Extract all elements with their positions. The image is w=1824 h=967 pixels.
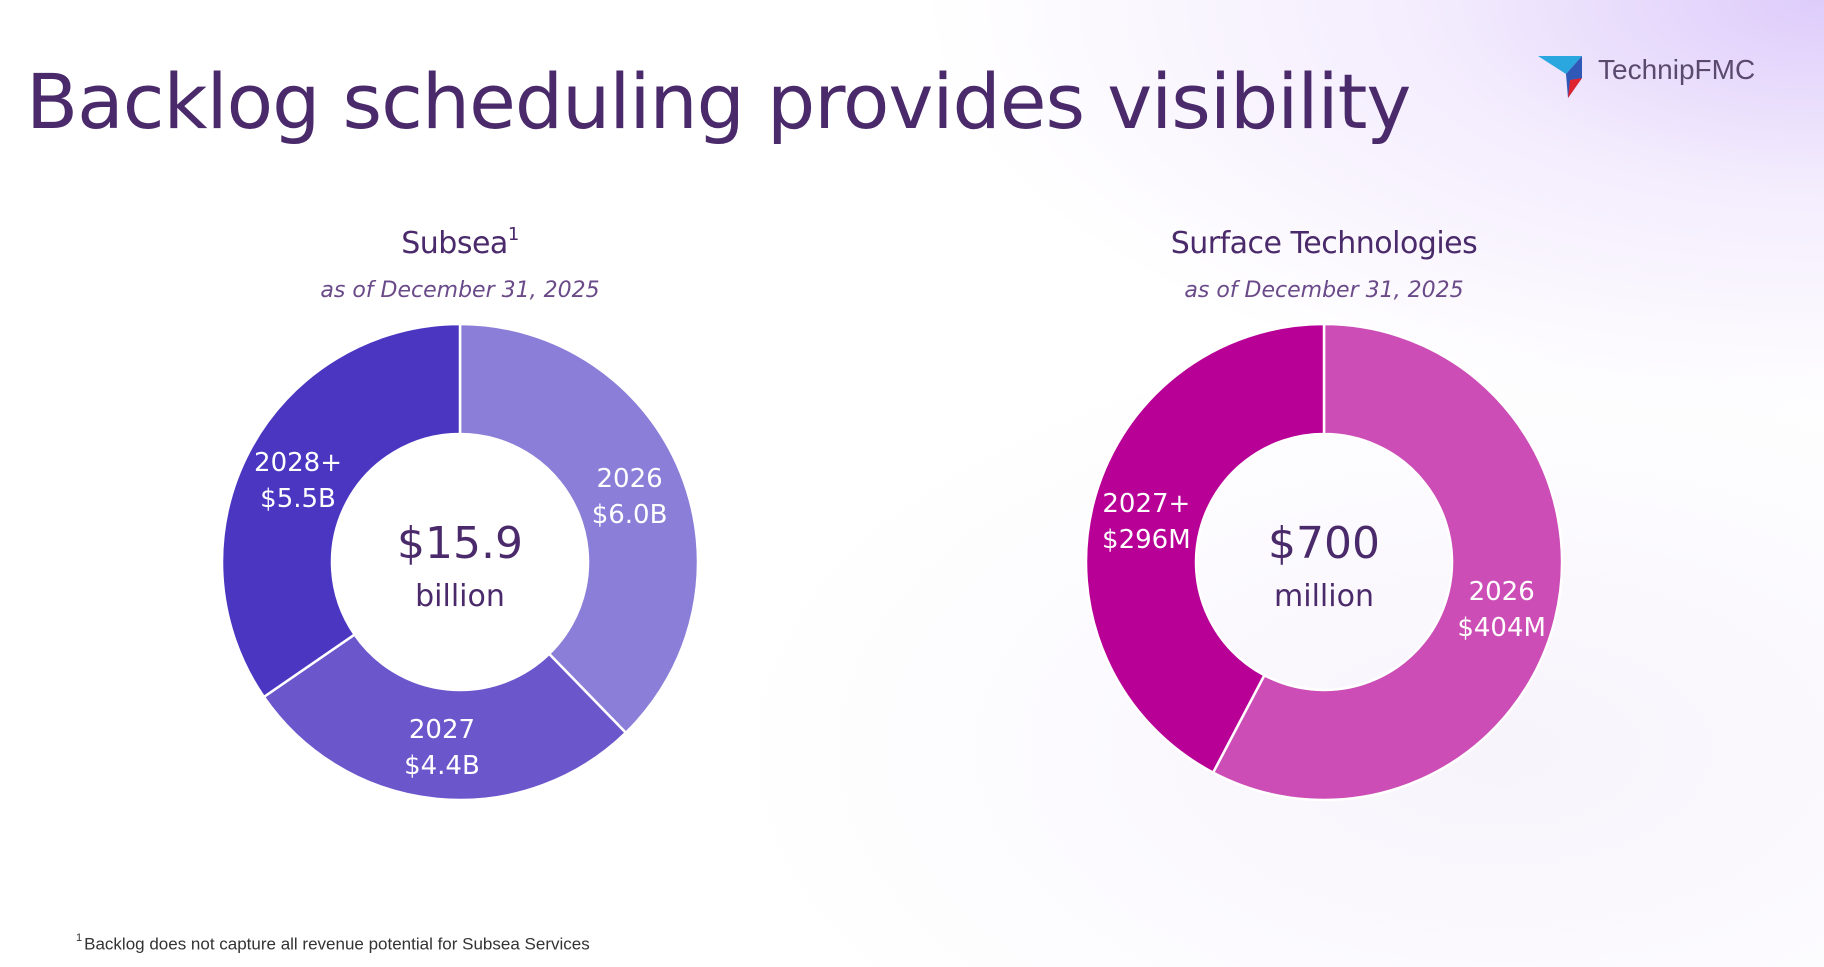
subsea-chart: Subsea1 as of December 31, 2025 2026 $6.0… — [200, 224, 720, 826]
subsea-slice-value-label: $5.5B — [260, 484, 336, 514]
subsea-slice-category-label: 2028+ — [254, 448, 342, 478]
surface-donut: 2026 $404M 2027+ $296M $700 million — [1064, 322, 1584, 822]
subsea-slice-category-label: 2027 — [409, 715, 475, 745]
surface-slice-2026 — [1211, 322, 1564, 802]
subsea-title-text: Subsea — [401, 226, 508, 261]
subsea-donut-svg: 2026 $6.0B 2027 $4.4B 2028+ $5.5B $15.9 billion — [220, 322, 700, 802]
subsea-donut: 2026 $6.0B 2027 $4.4B 2028+ $5.5B $15.9 billion — [200, 322, 720, 822]
surface-chart: Surface Technologies as of December 31, … — [1064, 226, 1584, 826]
surface-slice-category-label: 2027+ — [1102, 489, 1190, 519]
footnote-text: Backlog does not capture all revenue pot… — [84, 934, 590, 954]
surface-slice-category-label: 2026 — [1469, 577, 1535, 607]
footnote: 1 Backlog does not capture all revenue po… — [76, 932, 590, 954]
page-title: Backlog scheduling provides visibility — [26, 57, 1411, 146]
subsea-slice-2027 — [262, 632, 628, 802]
footnote-marker: 1 — [76, 932, 83, 944]
surface-center-value: $700 — [1268, 518, 1380, 569]
surface-slice-value-label: $404M — [1457, 613, 1546, 643]
technipfmc-logo-icon — [1538, 56, 1582, 98]
surface-chart-subtitle: as of December 31, 2025 — [1184, 278, 1464, 303]
subsea-slice-category-label: 2026 — [596, 464, 662, 494]
logo-text: TechnipFMC — [1598, 54, 1756, 85]
surface-donut-svg: 2026 $404M 2027+ $296M $700 million — [1084, 322, 1564, 802]
subsea-title-footnote-marker: 1 — [507, 224, 519, 245]
subsea-chart-title: Subsea1 — [200, 224, 720, 262]
surface-slice-value-label: $296M — [1102, 525, 1191, 555]
company-logo: TechnipFMC — [1538, 50, 1778, 102]
subsea-slice-2028 — [220, 322, 462, 699]
subsea-slice-value-label: $6.0B — [592, 500, 668, 530]
surface-center-unit: million — [1274, 579, 1374, 614]
subsea-slice-2026 — [458, 322, 700, 735]
surface-chart-title: Surface Technologies — [1170, 226, 1478, 261]
surface-slice-2027 — [1084, 322, 1326, 775]
subsea-chart-subtitle: as of December 31, 2025 — [320, 278, 600, 303]
subsea-slice-value-label: $4.4B — [404, 751, 480, 781]
subsea-center-value: $15.9 — [397, 518, 523, 569]
subsea-center-unit: billion — [415, 579, 505, 614]
